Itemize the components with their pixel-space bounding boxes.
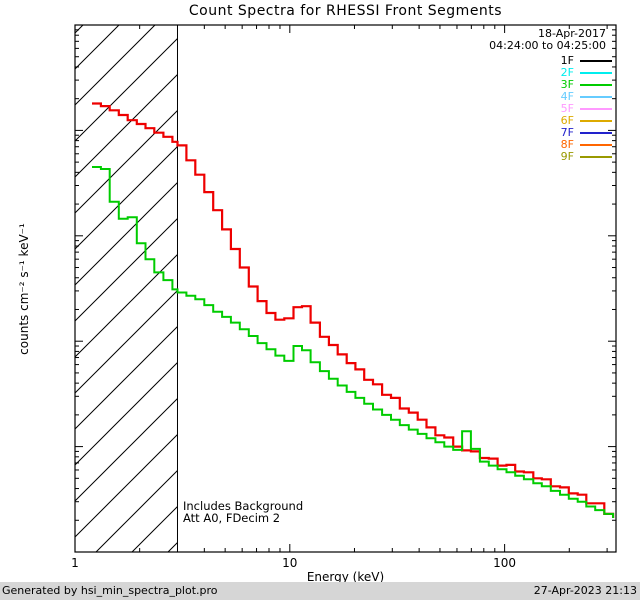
x-tick-label-100: 100 (493, 556, 517, 570)
legend-entry-1f: 1F (554, 55, 612, 67)
legend-label-7f: 7F (560, 126, 574, 139)
legend-entry-2f: 2F (554, 67, 612, 79)
x-tick-label-10: 10 (282, 556, 298, 570)
legend-label-1f: 1F (560, 54, 574, 67)
legend-entry-4f: 4F (554, 91, 612, 103)
legend-label-4f: 4F (560, 90, 574, 103)
plot-generated-timestamp: 27-Apr-2023 21:13 (533, 584, 637, 597)
legend-entry-3f: 3F (554, 79, 612, 91)
legend-line-swatch-2f (580, 72, 612, 74)
legend-entry-9f: 9F (554, 151, 612, 163)
page-title: Count Spectra for RHESSI Front Segments (188, 3, 503, 19)
legend-entry-5f: 5F (554, 103, 612, 115)
series-red-curve (92, 102, 615, 518)
legend-line-swatch-3f (580, 84, 612, 86)
x-axis-label: Energy (keV) (306, 570, 385, 584)
legend-entry-6f: 6F (554, 115, 612, 127)
legend-label-9f: 9F (560, 150, 574, 163)
legend-label-3f: 3F (560, 78, 574, 91)
legend-label-2f: 2F (560, 66, 574, 79)
legend-line-swatch-1f (580, 60, 612, 62)
legend-line-swatch-4f (580, 96, 612, 98)
generator-credit: Generated by hsi_min_spectra_plot.pro (2, 584, 218, 597)
legend-line-swatch-5f (580, 108, 612, 110)
legend-entry-8f: 8F (554, 139, 612, 151)
legend-label-8f: 8F (560, 138, 574, 151)
observation-date: 18-Apr-2017 (537, 27, 606, 40)
plot-axes-box (74, 24, 617, 553)
hatched-background-region (75, 25, 178, 552)
legend-line-swatch-6f (580, 120, 612, 122)
legend-entry-7f: 7F (554, 127, 612, 139)
annotation-attenuator-state: Att A0, FDecim 2 (183, 511, 281, 525)
legend-line-swatch-7f (580, 132, 612, 134)
series-green-curve-3F (92, 166, 615, 518)
legend-label-5f: 5F (560, 102, 574, 115)
legend-line-swatch-8f (580, 144, 612, 146)
y-axis-label: counts cm⁻² s⁻¹ keV⁻¹ (17, 223, 31, 355)
annotation-includes-background: Includes Background (183, 499, 304, 513)
observation-time-range: 04:24:00 to 04:25:00 (489, 39, 606, 52)
legend: 1F 2F 3F 4F 5F 6F 7F 8F 9F (554, 55, 612, 163)
legend-label-6f: 6F (560, 114, 574, 127)
legend-line-swatch-9f (580, 156, 612, 158)
footer-bar (0, 582, 640, 600)
x-tick-label-1: 1 (71, 556, 79, 570)
